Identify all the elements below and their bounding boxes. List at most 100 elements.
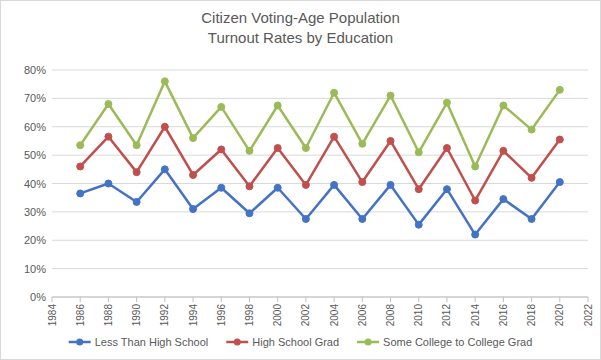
grid-line [52,183,588,184]
legend-label: Less Than High School [95,336,209,348]
point [190,171,197,178]
point [443,186,450,193]
x-tick-label: 2012 [441,304,452,327]
x-tick-label: 2010 [413,304,424,327]
point [500,196,507,203]
grid-line [52,70,588,71]
chart: Citizen Voting-Age Population Turnout Rat… [0,0,601,360]
x-tick-label: 1998 [244,304,255,327]
point [359,140,366,147]
x-tick [277,297,278,302]
point [528,126,535,133]
x-tick [80,297,81,302]
point [415,149,422,156]
point [133,198,140,205]
point [556,86,563,93]
y-tick-label: 10% [24,263,46,275]
point [246,183,253,190]
point [218,184,225,191]
grid-line [52,240,588,241]
title: Citizen Voting-Age Population [201,9,399,26]
x-tick-label: 2014 [470,304,481,327]
point [105,101,112,108]
point [302,215,309,222]
point [77,190,84,197]
legend-label: High School Grad [252,336,339,348]
x-tick [52,297,53,302]
point [415,221,422,228]
legend: Less Than High School High School Grad Som… [69,336,533,348]
y-tick-label: 20% [24,234,46,246]
x-tick-label: 1986 [75,304,86,327]
point [77,142,84,149]
point [246,210,253,217]
x-tick [334,297,335,302]
point [331,89,338,96]
point [500,102,507,109]
x-tick-label: 1996 [216,304,227,327]
x-tick-label: 2018 [526,304,537,327]
point [331,133,338,140]
point [472,197,479,204]
grid-line [52,297,588,298]
grid-line [52,126,588,127]
point [331,181,338,188]
title: Turnout Rates by Education [208,29,393,46]
point [387,92,394,99]
x-tick [446,297,447,302]
x-tick-label: 2006 [357,304,368,327]
point [528,174,535,181]
y-tick-label: 50% [24,149,46,161]
x-tick [136,297,137,302]
grid-line [52,268,588,269]
point [274,184,281,191]
point [133,169,140,176]
point [218,146,225,153]
x-tick-label: 2022 [583,304,594,327]
y-tick-label: 0% [30,291,46,303]
point [359,179,366,186]
x-tick [559,297,560,302]
legend-item: High School Grad [226,336,339,348]
x-axis [52,297,588,298]
y-tick-label: 70% [24,92,46,104]
x-tick-label: 2002 [300,304,311,327]
x-tick [503,297,504,302]
y-tick-label: 60% [24,121,46,133]
point [443,145,450,152]
point [190,135,197,142]
point [190,206,197,213]
point [161,166,168,173]
point [274,145,281,152]
x-tick-label: 2008 [385,304,396,327]
y-tick-label: 40% [24,178,46,190]
point [472,163,479,170]
point [77,163,84,170]
point [161,123,168,130]
point [556,136,563,143]
x-tick [221,297,222,302]
point [387,137,394,144]
x-tick-label: 2004 [329,304,340,327]
point [415,186,422,193]
x-tick [390,297,391,302]
plot-area [77,78,564,238]
legend-label: Some College to College Grad [383,336,532,348]
point [500,147,507,154]
grid-line [52,211,588,212]
point [472,231,479,238]
point [556,179,563,186]
x-tick-label: 1984 [47,304,58,327]
point [161,78,168,85]
x-tick [108,297,109,302]
point [133,142,140,149]
x-tick [418,297,419,302]
x-tick-label: 1994 [188,304,199,327]
x-tick [305,297,306,302]
chart-border [1,1,601,360]
y-tick-label: 30% [24,206,46,218]
x-tick-label: 1988 [103,304,114,327]
legend-marker [365,339,372,346]
x-tick-label: 2020 [554,304,565,327]
point [246,147,253,154]
